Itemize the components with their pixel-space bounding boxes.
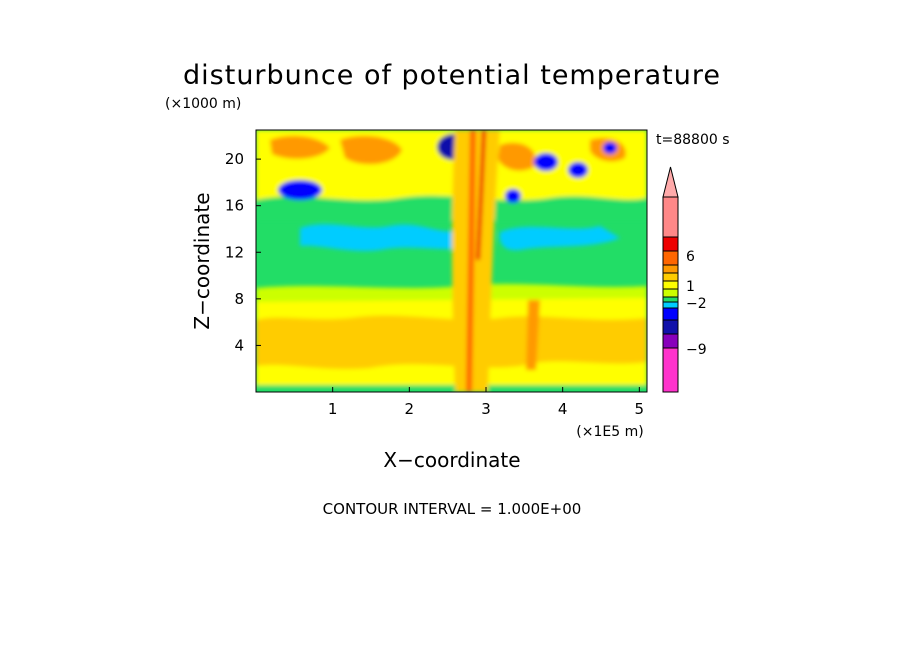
contour-interval-note: CONTOUR INTERVAL = 1.000E+00 [323,500,582,518]
colorbar-segment [662,236,679,252]
chart-title: disturbunce of potential temperature [183,60,721,91]
x-axis-label: X−coordinate [383,448,520,472]
colorbar-tick-label: −9 [686,342,707,358]
heatmap-field [256,130,647,392]
colorbar-segment [662,301,679,309]
x-tick-label: 4 [558,400,568,418]
y-axis-label: Z−coordinate [190,192,214,329]
upper-green-strip [256,195,647,220]
colorbar-arrow [662,166,679,198]
y-tick-label: 4 [234,336,244,354]
convective-column [451,130,500,392]
colorbar-segment [662,280,679,290]
y-axis: 4 8 12 16 20 [225,150,261,354]
band-lower-orange [256,310,647,369]
colorbar-segment [662,307,679,321]
band-mid-lime [256,284,647,302]
plot-frame [255,129,648,393]
colorbar-segment [662,319,679,335]
blue-cell-3 [534,153,558,171]
upper-orange-1 [270,135,330,159]
cyan-layer [300,224,470,251]
colorbar-segment [662,347,679,393]
x-tick-label: 5 [635,400,645,418]
cyan-layer-right [499,226,620,251]
time-label: t=88800 s [656,132,730,148]
blue-cell-5 [505,189,521,203]
upper-orange-2 [340,135,402,165]
upper-orange-3 [498,142,536,171]
colorbar-segment [662,272,679,282]
blue-cell-1 [278,180,322,200]
colorbar-tick-label: −2 [686,296,707,312]
colorbar-segment [662,250,679,266]
y-scale-note: (×1000 m) [165,96,241,112]
colorbar-segment [662,264,679,274]
y-tick-label: 16 [225,197,244,215]
convective-streak-3 [526,300,540,370]
x-tick-label: 2 [405,400,415,418]
x-scale-note: (×1E5 m) [576,424,643,440]
x-tick-label: 1 [328,400,338,418]
colorbar-tick-label: 1 [686,279,695,295]
colorbar-segment [662,296,679,303]
convective-streak-1 [466,130,476,392]
colorbar-ticks: 6 1−2 −9 [686,249,707,358]
blue-cell-4 [568,162,588,178]
y-tick-label: 20 [225,150,244,168]
colorbar-segment [662,288,679,298]
x-axis: 1 2 3 4 5 [328,387,644,418]
colorbar-tick-label: 6 [686,249,695,265]
x-tick-label: 3 [481,400,491,418]
colorbar [662,166,679,393]
colorbar-segment [662,196,679,238]
band-surface-green [256,383,647,392]
colorbar-segment [662,333,679,349]
convective-streak-2 [476,130,486,260]
y-tick-label: 8 [234,290,244,308]
blue-cell-6 [603,142,617,154]
y-tick-label: 12 [225,243,244,261]
